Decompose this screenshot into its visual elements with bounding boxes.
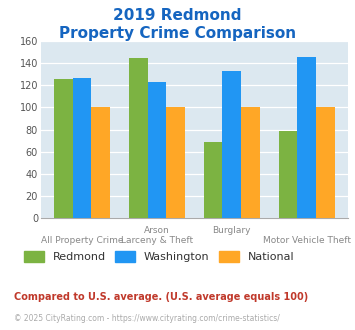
Bar [279,131,297,218]
Text: 2019 Redmond: 2019 Redmond [113,8,242,23]
Text: Compared to U.S. average. (U.S. average equals 100): Compared to U.S. average. (U.S. average … [14,292,308,302]
Text: Burglary: Burglary [213,226,251,235]
Bar [241,108,260,218]
Bar [166,108,185,218]
Bar [204,142,223,218]
Legend: Redmond, Washington, National: Redmond, Washington, National [20,247,299,267]
Text: All Property Crime: All Property Crime [41,236,123,245]
Text: Property Crime Comparison: Property Crime Comparison [59,26,296,41]
Bar [148,82,166,218]
Text: Arson: Arson [144,226,170,235]
Bar [297,57,316,218]
Bar [91,108,110,218]
Text: © 2025 CityRating.com - https://www.cityrating.com/crime-statistics/: © 2025 CityRating.com - https://www.city… [14,314,280,323]
Text: Larceny & Theft: Larceny & Theft [121,236,193,245]
Bar [54,79,73,218]
Bar [223,71,241,218]
Bar [73,78,91,218]
Bar [129,58,148,218]
Bar [316,108,335,218]
Text: Motor Vehicle Theft: Motor Vehicle Theft [263,236,351,245]
